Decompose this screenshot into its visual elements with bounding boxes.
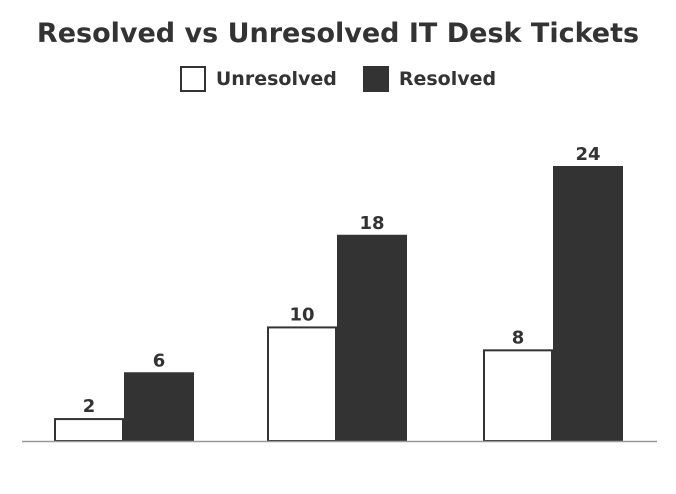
data-label-unresolved-1: 10	[289, 304, 314, 325]
chart-title: Resolved vs Unresolved IT Desk Tickets	[36, 18, 640, 49]
legend-item-resolved: Resolved	[362, 66, 497, 92]
bar-unresolved-2	[483, 349, 553, 443]
data-label-resolved-2: 24	[575, 144, 600, 165]
legend: Unresolved Resolved	[0, 66, 676, 92]
legend-label-resolved: Resolved	[398, 68, 497, 90]
legend-swatch-unresolved	[179, 66, 206, 92]
legend-label-unresolved: Unresolved	[215, 68, 337, 90]
bar-unresolved-0	[54, 418, 124, 443]
data-label-unresolved-0: 2	[83, 396, 96, 417]
data-label-unresolved-2: 8	[512, 327, 525, 348]
bar-resolved-1	[337, 234, 407, 441]
legend-item-unresolved: Unresolved	[179, 66, 337, 92]
bar-unresolved-1	[267, 326, 337, 442]
data-label-resolved-1: 18	[359, 213, 384, 234]
bar-resolved-0	[124, 372, 194, 441]
bar-resolved-2	[553, 166, 623, 441]
legend-swatch-resolved	[362, 66, 389, 92]
data-label-resolved-0: 6	[153, 350, 166, 371]
